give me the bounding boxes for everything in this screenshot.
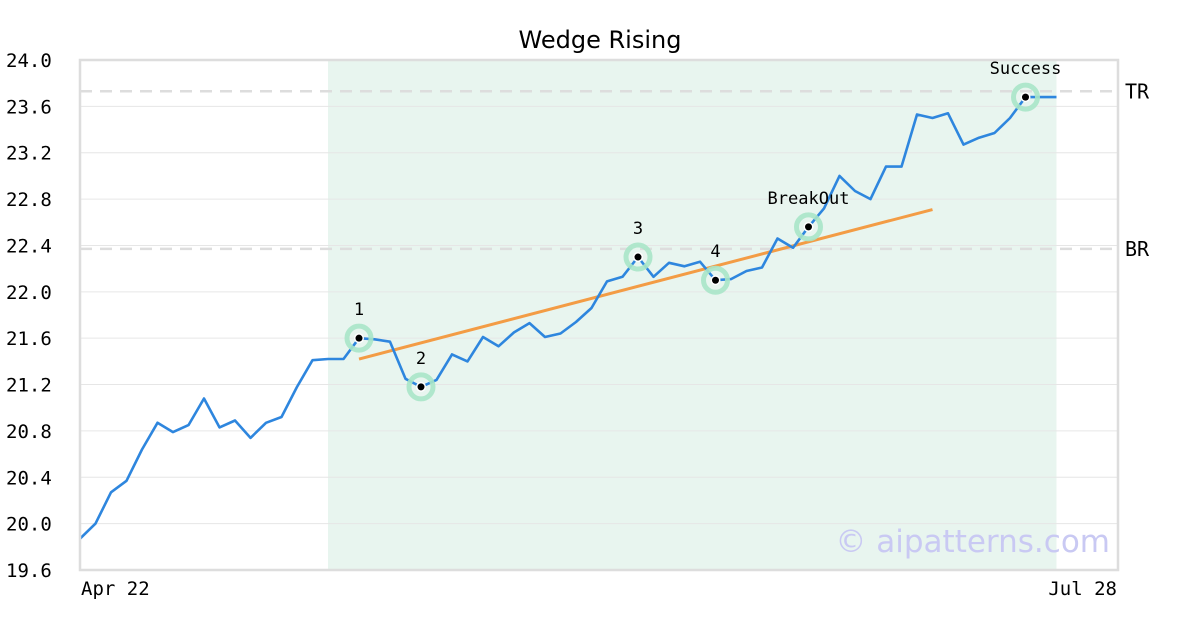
y-tick-label: 24.0 — [6, 50, 52, 72]
plot-frame — [78, 58, 1120, 572]
point-label: BreakOut — [768, 189, 850, 209]
y-tick-label: 22.8 — [6, 189, 52, 211]
y-tick-label: 23.6 — [6, 96, 52, 118]
point-label: 1 — [354, 300, 364, 320]
point-dot — [417, 383, 425, 391]
point-ring — [1011, 82, 1040, 112]
wedge-trendline — [358, 208, 933, 361]
point-dot — [805, 223, 812, 231]
point-ring — [344, 323, 374, 353]
y-tick-label: 20.8 — [6, 421, 52, 443]
chart-title: Wedge Rising — [519, 26, 682, 54]
pattern-points: 1 2 3 4 BreakOut Success — [344, 59, 1062, 402]
point-ring — [794, 212, 823, 242]
point-dot — [634, 253, 642, 261]
pattern-highlight-region — [328, 60, 1057, 570]
watermark: © aipatterns.com — [835, 524, 1110, 560]
plot-border — [78, 58, 1120, 572]
trendline-layer — [358, 208, 933, 361]
point-ring — [701, 265, 730, 295]
y-tick-label: 22.0 — [6, 282, 52, 304]
x-axis-ticks: Apr 22 Jul 28 — [81, 578, 1117, 600]
point-dot — [1022, 93, 1029, 101]
point-label: Success — [990, 59, 1062, 79]
y-axis-ticks: 24.0 23.6 23.2 22.8 22.4 22.0 21.6 21.2 20.8 20.4… — [6, 50, 52, 582]
y-tick-label: 22.4 — [6, 235, 52, 257]
x-tick-label: Jul 28 — [1048, 578, 1117, 600]
level-label: BR — [1125, 237, 1150, 261]
point-label: 4 — [710, 242, 720, 262]
point-ring — [406, 372, 436, 402]
y-tick-label: 23.2 — [6, 143, 52, 165]
point-label: 2 — [416, 349, 426, 369]
highlight-rect — [328, 60, 1057, 570]
y-tick-label: 19.6 — [6, 560, 52, 582]
level-label: TR — [1125, 79, 1150, 103]
price-line-layer — [79, 95, 1057, 540]
x-tick-label: Apr 22 — [81, 578, 150, 600]
point-dot — [355, 334, 363, 342]
y-tick-label: 20.0 — [6, 514, 52, 536]
point-dot — [712, 276, 719, 284]
level-lines: TR BR — [80, 79, 1150, 261]
y-tick-label: 21.6 — [6, 328, 52, 350]
point-label: 3 — [633, 219, 643, 239]
y-tick-label: 20.4 — [6, 467, 52, 489]
point-ring — [623, 242, 653, 272]
price-line — [79, 95, 1057, 540]
y-tick-label: 21.2 — [6, 375, 52, 397]
